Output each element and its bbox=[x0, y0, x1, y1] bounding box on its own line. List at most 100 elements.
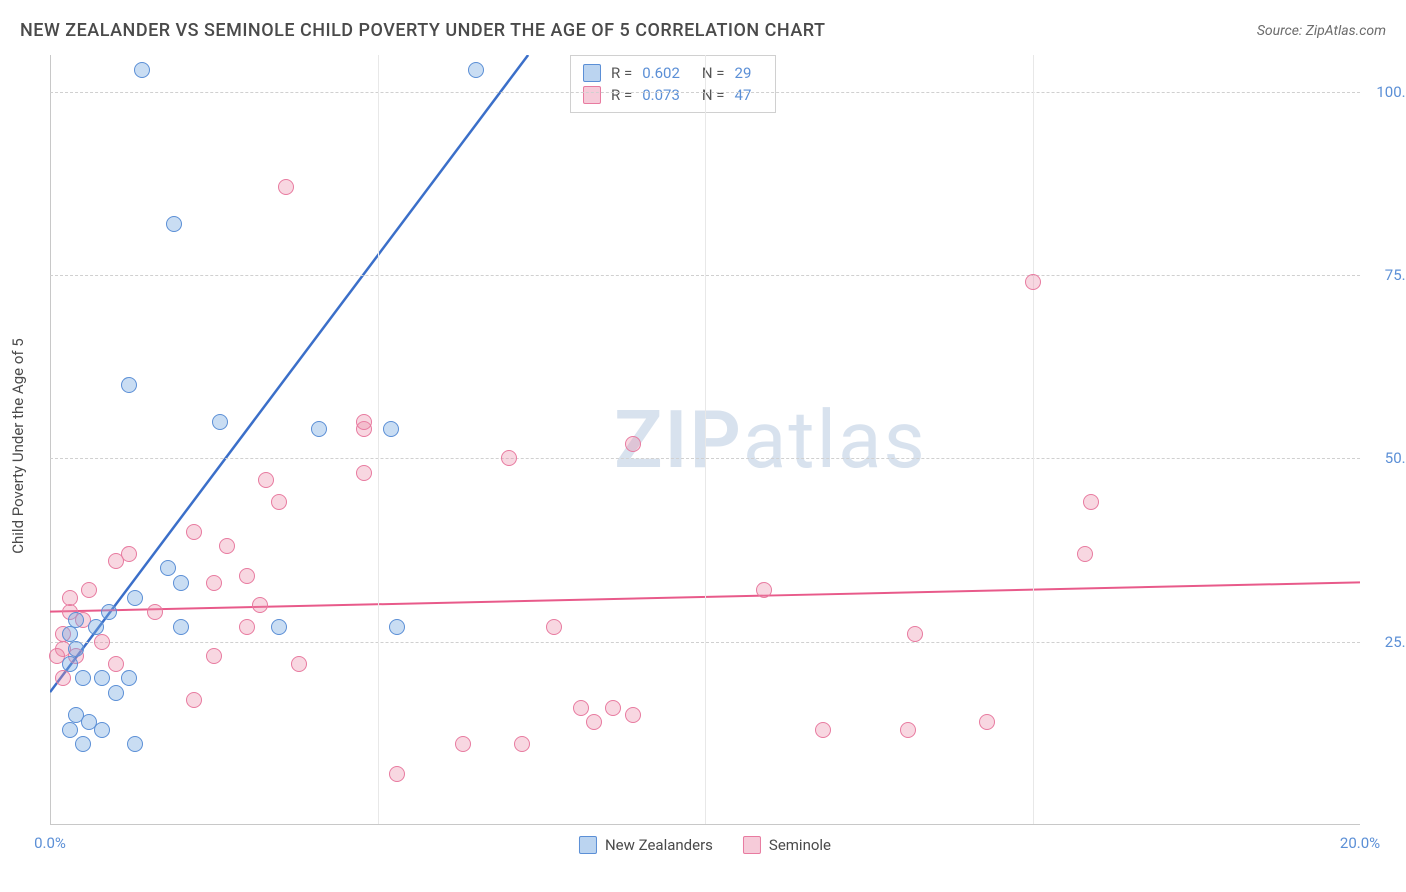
data-point-pink bbox=[573, 700, 589, 716]
data-point-pink bbox=[186, 524, 202, 540]
data-point-blue bbox=[62, 626, 78, 642]
data-point-blue bbox=[68, 612, 84, 628]
gridline-v bbox=[705, 55, 706, 824]
data-point-blue bbox=[127, 590, 143, 606]
data-point-pink bbox=[94, 634, 110, 650]
data-point-blue bbox=[108, 685, 124, 701]
swatch-blue-icon bbox=[583, 64, 601, 82]
swatch-pink-icon bbox=[583, 86, 601, 104]
legend-item-blue: New Zealanders bbox=[579, 836, 713, 854]
data-point-pink bbox=[252, 597, 268, 613]
data-point-pink bbox=[625, 436, 641, 452]
data-point-blue bbox=[468, 62, 484, 78]
data-point-pink bbox=[1025, 274, 1041, 290]
gridline-v bbox=[378, 55, 379, 824]
data-point-pink bbox=[271, 494, 287, 510]
data-point-pink bbox=[239, 568, 255, 584]
data-point-blue bbox=[121, 377, 137, 393]
xtick-label: 20.0% bbox=[1340, 834, 1380, 852]
data-point-pink bbox=[55, 670, 71, 686]
data-point-blue bbox=[271, 619, 287, 635]
stats-n-value-blue: 29 bbox=[735, 64, 752, 82]
data-point-blue bbox=[75, 736, 91, 752]
data-point-pink bbox=[219, 538, 235, 554]
data-point-pink bbox=[586, 714, 602, 730]
data-point-pink bbox=[206, 648, 222, 664]
data-point-pink bbox=[907, 626, 923, 642]
data-point-pink bbox=[979, 714, 995, 730]
ytick-label: 75.0% bbox=[1365, 266, 1406, 284]
data-point-blue bbox=[160, 560, 176, 576]
data-point-blue bbox=[101, 604, 117, 620]
ytick-label: 100.0% bbox=[1365, 83, 1406, 101]
data-point-blue bbox=[68, 641, 84, 657]
data-point-blue bbox=[166, 216, 182, 232]
data-point-pink bbox=[356, 414, 372, 430]
data-point-pink bbox=[62, 590, 78, 606]
watermark: ZIPatlas bbox=[614, 393, 927, 487]
swatch-pink-icon bbox=[743, 836, 761, 854]
data-point-pink bbox=[514, 736, 530, 752]
swatch-blue-icon bbox=[579, 836, 597, 854]
y-axis-title: Child Poverty Under the Age of 5 bbox=[9, 338, 27, 554]
data-point-blue bbox=[173, 575, 189, 591]
data-point-pink bbox=[147, 604, 163, 620]
data-point-blue bbox=[389, 619, 405, 635]
data-point-blue bbox=[173, 619, 189, 635]
legend-item-pink: Seminole bbox=[743, 836, 831, 854]
stats-n-value-pink: 47 bbox=[735, 86, 752, 104]
legend-label-pink: Seminole bbox=[769, 836, 831, 854]
source-label: Source: ZipAtlas.com bbox=[1257, 23, 1386, 39]
data-point-blue bbox=[94, 670, 110, 686]
data-point-pink bbox=[501, 450, 517, 466]
title-bar: NEW ZEALANDER VS SEMINOLE CHILD POVERTY … bbox=[20, 20, 1386, 41]
stats-r-label: R = bbox=[611, 86, 632, 104]
data-point-blue bbox=[311, 421, 327, 437]
data-point-pink bbox=[605, 700, 621, 716]
stats-box: R = 0.602 N = 29 R = 0.073 N = 47 bbox=[570, 55, 776, 113]
data-point-blue bbox=[75, 670, 91, 686]
data-point-blue bbox=[62, 722, 78, 738]
stats-r-value-blue: 0.602 bbox=[642, 64, 680, 82]
data-point-pink bbox=[756, 582, 772, 598]
gridline-v bbox=[1033, 55, 1034, 824]
legend-label-blue: New Zealanders bbox=[605, 836, 713, 854]
stats-row-pink: R = 0.073 N = 47 bbox=[583, 84, 763, 106]
trend-line-blue bbox=[50, 55, 528, 692]
ytick-label: 50.0% bbox=[1365, 449, 1406, 467]
data-point-blue bbox=[383, 421, 399, 437]
data-point-pink bbox=[278, 179, 294, 195]
stats-r-label: R = bbox=[611, 64, 632, 82]
data-point-pink bbox=[1083, 494, 1099, 510]
data-point-blue bbox=[121, 670, 137, 686]
xtick-label: 0.0% bbox=[34, 834, 66, 852]
data-point-pink bbox=[455, 736, 471, 752]
data-point-pink bbox=[108, 656, 124, 672]
data-point-pink bbox=[1077, 546, 1093, 562]
data-point-pink bbox=[186, 692, 202, 708]
data-point-pink bbox=[389, 766, 405, 782]
data-point-pink bbox=[206, 575, 222, 591]
data-point-blue bbox=[127, 736, 143, 752]
data-point-pink bbox=[815, 722, 831, 738]
watermark-atlas: atlas bbox=[743, 393, 927, 487]
data-point-blue bbox=[212, 414, 228, 430]
data-point-blue bbox=[94, 722, 110, 738]
page-title: NEW ZEALANDER VS SEMINOLE CHILD POVERTY … bbox=[20, 20, 825, 41]
ytick-label: 25.0% bbox=[1365, 633, 1406, 651]
data-point-pink bbox=[239, 619, 255, 635]
stats-row-blue: R = 0.602 N = 29 bbox=[583, 62, 763, 84]
data-point-pink bbox=[81, 582, 97, 598]
stats-r-value-pink: 0.073 bbox=[642, 86, 680, 104]
legend: New Zealanders Seminole bbox=[579, 836, 831, 854]
data-point-pink bbox=[356, 465, 372, 481]
data-point-blue bbox=[88, 619, 104, 635]
data-point-pink bbox=[546, 619, 562, 635]
data-point-blue bbox=[134, 62, 150, 78]
scatter-plot: ZIPatlas R = 0.602 N = 29 R = 0.073 N = … bbox=[50, 55, 1360, 825]
data-point-pink bbox=[900, 722, 916, 738]
y-axis-line bbox=[50, 55, 51, 824]
data-point-blue bbox=[62, 656, 78, 672]
data-point-pink bbox=[108, 553, 124, 569]
data-point-pink bbox=[625, 707, 641, 723]
